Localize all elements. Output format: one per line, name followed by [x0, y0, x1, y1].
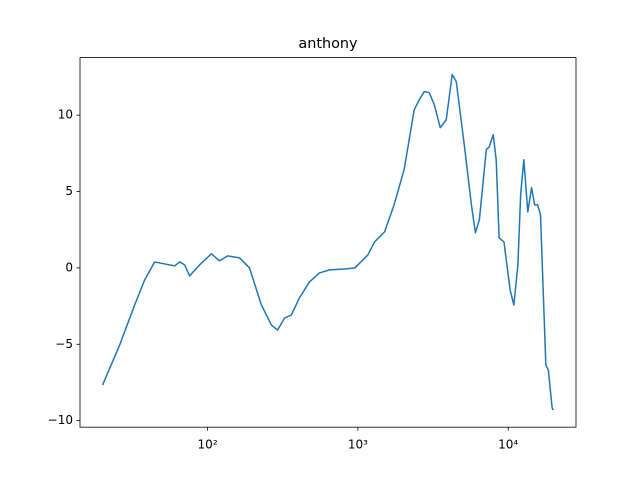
y-tick-label: 0 [65, 260, 73, 274]
y-tick-label: 10 [58, 108, 73, 122]
data-line [101, 73, 555, 411]
x-tick-label: 10² [198, 438, 218, 452]
y-tick-label: 5 [65, 184, 73, 198]
x-tick-label: 10³ [348, 438, 368, 452]
y-tick-label: −5 [55, 337, 73, 351]
x-tick-label: 10⁴ [498, 438, 518, 452]
axes-frame [79, 57, 577, 428]
y-tick-label: −10 [48, 413, 73, 427]
chart-title: anthony [298, 36, 358, 52]
